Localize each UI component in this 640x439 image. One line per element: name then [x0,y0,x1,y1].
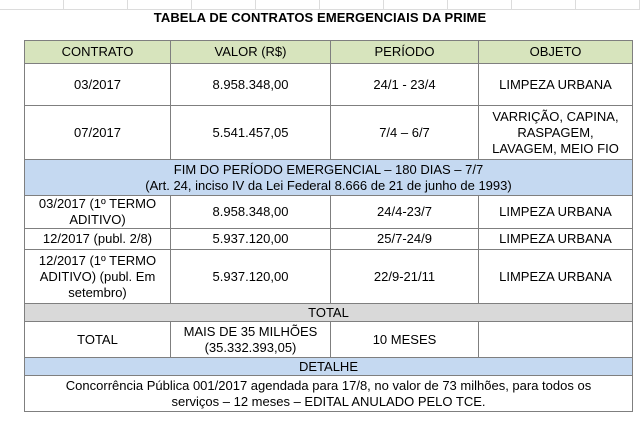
header-objeto: OBJETO [478,40,633,64]
table-row: 03/2017 8.958.348,00 24/1 - 23/4 LIMPEZA… [24,63,633,106]
detail-line1: Concorrência Pública 001/2017 agendada p… [65,377,592,393]
cell-periodo: 22/9-21/11 [330,249,479,304]
cell-contrato: 07/2017 [24,105,171,160]
page-title: TABELA DE CONTRATOS EMERGENCIAIS DA PRIM… [153,10,487,25]
total-section-label: TOTAL [24,303,633,322]
cell-objeto: LIMPEZA URBANA [478,249,633,304]
emergency-end-band: FIM DO PERÍODO EMERGENCIAL – 180 DIAS – … [24,159,633,196]
emergency-end-note: FIM DO PERÍODO EMERGENCIAL – 180 DIAS – … [24,159,633,196]
total-objeto [478,321,633,358]
detail-line2: serviços – 12 meses – EDITAL ANULADO PEL… [171,393,486,409]
total-valor-line2: (35.332.393,05) [204,339,297,355]
cell-valor: 5.937.120,00 [170,228,331,250]
cell-objeto: LIMPEZA URBANA [478,195,633,229]
total-valor-line1: MAIS DE 35 MILHÕES [183,323,318,339]
table-row: 07/2017 5.541.457,05 7/4 – 6/7 VARRIÇÃO,… [24,105,633,160]
cell-valor: 8.958.348,00 [170,195,331,229]
table-row: 03/2017 (1º TERMO ADITIVO) 8.958.348,00 … [24,195,633,229]
header-periodo: PERÍODO [330,40,479,64]
header-row: CONTRATO VALOR (R$) PERÍODO OBJETO [24,40,633,64]
emergency-end-line2: (Art. 24, inciso IV da Lei Federal 8.666… [145,177,512,193]
detail-section-label: DETALHE [24,357,633,376]
cell-valor: 5.541.457,05 [170,105,331,160]
header-contrato: CONTRATO [24,40,171,64]
cell-periodo: 7/4 – 6/7 [330,105,479,160]
total-label: TOTAL [24,321,171,358]
cell-contrato: 03/2017 [24,63,171,106]
cell-objeto: LIMPEZA URBANA [478,228,633,250]
cell-contrato: 03/2017 (1º TERMO ADITIVO) [24,195,171,229]
detail-section-row: DETALHE [24,357,633,376]
table-row: 12/2017 (publ. 2/8) 5.937.120,00 25/7-24… [24,228,633,250]
table-row: 12/2017 (1º TERMO ADITIVO) (publ. Em set… [24,249,633,304]
header-valor: VALOR (R$) [170,40,331,64]
cell-contrato: 12/2017 (1º TERMO ADITIVO) (publ. Em set… [24,249,171,304]
cell-objeto: VARRIÇÃO, CAPINA, RASPAGEM, LAVAGEM, MEI… [478,105,633,160]
cell-objeto: LIMPEZA URBANA [478,63,633,106]
cell-valor: 8.958.348,00 [170,63,331,106]
detail-text: Concorrência Pública 001/2017 agendada p… [24,375,633,412]
emergency-end-line1: FIM DO PERÍODO EMERGENCIAL – 180 DIAS – … [173,161,484,177]
total-periodo: 10 MESES [330,321,479,358]
total-section-row: TOTAL [24,303,633,322]
total-row: TOTAL MAIS DE 35 MILHÕES (35.332.393,05)… [24,321,633,358]
contracts-table: CONTRATO VALOR (R$) PERÍODO OBJETO 03/20… [24,40,633,412]
detail-row: Concorrência Pública 001/2017 agendada p… [24,375,633,412]
cell-periodo: 25/7-24/9 [330,228,479,250]
cell-contrato: 12/2017 (publ. 2/8) [24,228,171,250]
spreadsheet-grid-strip [0,0,640,10]
cell-periodo: 24/1 - 23/4 [330,63,479,106]
cell-valor: 5.937.120,00 [170,249,331,304]
total-valor: MAIS DE 35 MILHÕES (35.332.393,05) [170,321,331,358]
cell-periodo: 24/4-23/7 [330,195,479,229]
